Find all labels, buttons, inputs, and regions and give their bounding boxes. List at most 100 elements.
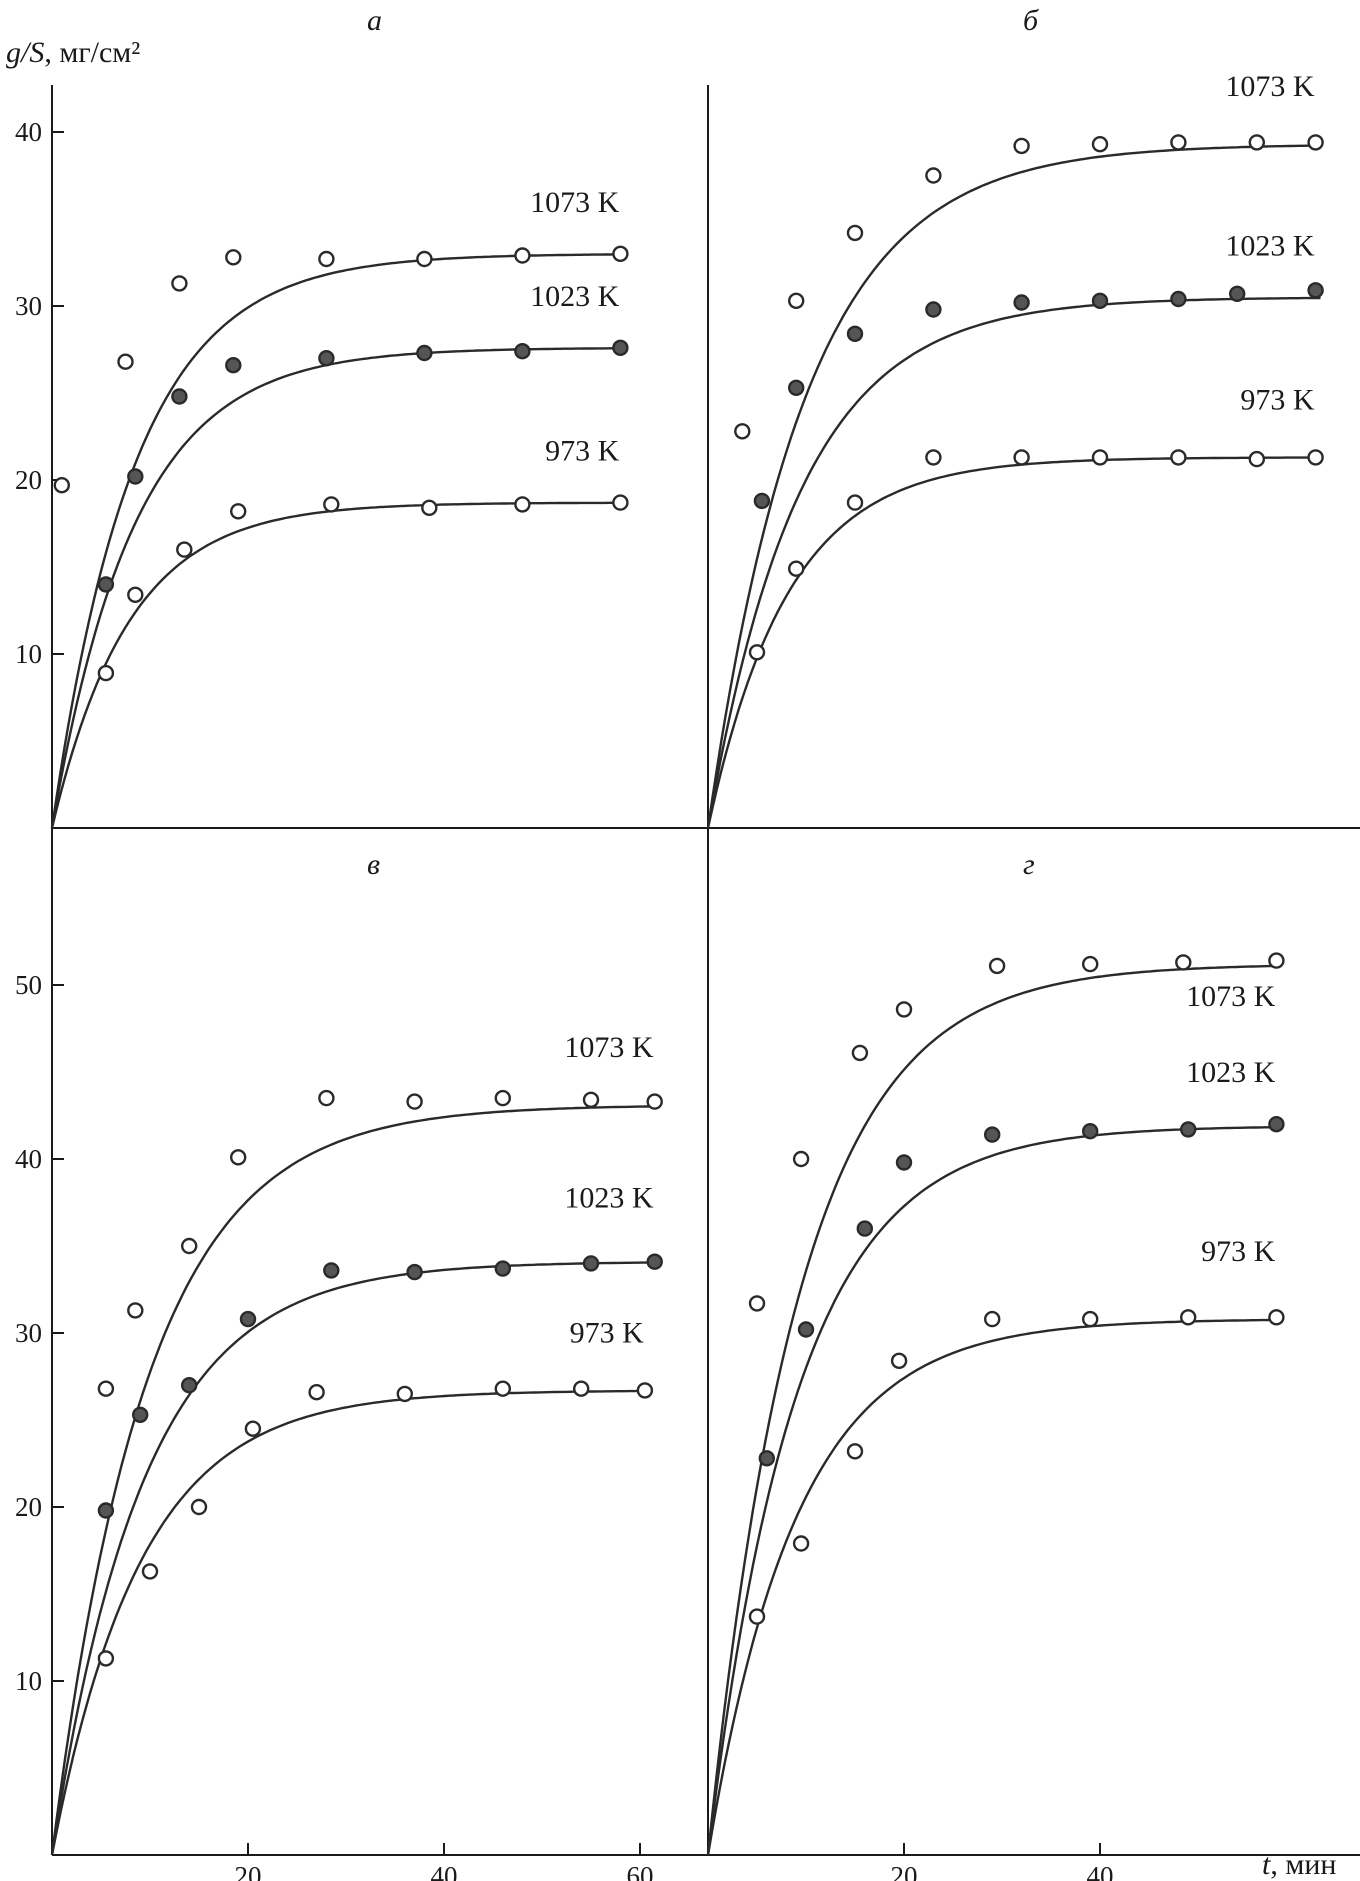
series-a-973k: 973 K: [50, 435, 629, 829]
curve-a-1073k: [50, 253, 626, 829]
point-v-1023k-7: [582, 1255, 600, 1272]
series-g-1073k: 1073 K: [706, 952, 1285, 1856]
point-a-973k-7: [612, 494, 629, 511]
series-label-v-973k: 973 K: [570, 1316, 645, 1349]
series-label-b-973k: 973 K: [1240, 383, 1315, 416]
point-b-1023k-8: [1307, 282, 1324, 299]
point-g-973k-3: [890, 1352, 908, 1370]
point-b-1073k-1: [788, 292, 805, 309]
point-a-1023k-0: [97, 576, 115, 593]
point-g-1073k-3: [895, 1001, 913, 1018]
point-a-1023k-7: [612, 339, 629, 356]
point-b-1073k-8: [1307, 134, 1324, 151]
point-v-1073k-5: [406, 1093, 423, 1110]
point-b-1073k-7: [1248, 134, 1266, 151]
series-g-1023k: 1023 K: [706, 1056, 1285, 1856]
point-a-973k-0: [97, 664, 115, 682]
point-b-1073k-6: [1170, 134, 1187, 151]
curve-g-1023k: [706, 1125, 1282, 1856]
point-g-973k-0: [748, 1608, 766, 1625]
point-a-973k-6: [514, 496, 531, 513]
series-label-g-1023k: 1023 K: [1186, 1056, 1276, 1089]
point-a-973k-2: [176, 541, 193, 558]
point-b-1023k-1: [788, 379, 805, 396]
point-v-973k-5: [396, 1385, 413, 1403]
series-b-1073k: 1073 K: [706, 70, 1324, 829]
point-a-1073k-4: [318, 250, 335, 268]
point-g-1023k-7: [1268, 1115, 1285, 1133]
point-v-1023k-3: [239, 1310, 257, 1328]
point-v-973k-8: [636, 1382, 654, 1399]
point-a-973k-1: [127, 586, 144, 603]
y-axis-unit: , мг/см²: [44, 36, 140, 69]
point-v-1073k-4: [318, 1089, 335, 1107]
y-tick-label-v-30: 30: [15, 1318, 42, 1348]
point-g-1023k-0: [758, 1450, 775, 1467]
point-g-1023k-2: [856, 1220, 873, 1237]
point-b-1023k-4: [1013, 294, 1030, 311]
point-g-1073k-1: [792, 1150, 810, 1168]
series-b-1023k: 1023 K: [706, 229, 1324, 829]
x-tick-label-g-20: 20: [891, 1861, 918, 1881]
x-tick-label-g-40: 40: [1087, 1861, 1114, 1881]
point-a-973k-4: [323, 496, 340, 513]
y-tick-label-a-40: 40: [15, 117, 42, 147]
y-tick-label-v-40: 40: [15, 1144, 42, 1174]
point-a-973k-5: [421, 499, 438, 516]
point-g-1073k-0: [748, 1295, 766, 1312]
series-a-1073k: 1073 K: [50, 186, 629, 829]
point-a-1073k-1: [117, 353, 134, 370]
point-g-1023k-5: [1081, 1122, 1099, 1140]
panel-g: 20 40 1073 K 1023 K 973 K: [706, 952, 1285, 1881]
point-b-973k-8: [1307, 449, 1324, 466]
point-b-973k-1: [788, 560, 805, 577]
point-v-973k-6: [494, 1380, 511, 1397]
series-label-v-1073k: 1073 K: [564, 1031, 654, 1064]
y-axis-variable: g/S: [6, 36, 44, 69]
point-a-1023k-2: [171, 388, 188, 405]
point-b-1073k-2: [846, 224, 864, 242]
point-b-1073k-3: [925, 167, 942, 184]
series-v-1023k: 1023 K: [50, 1182, 663, 1856]
x-axis-variable: t: [1262, 1848, 1271, 1881]
curve-b-1023k: [706, 296, 1321, 829]
point-b-1023k-6: [1170, 290, 1187, 308]
point-a-973k-3: [229, 503, 247, 520]
curve-a-973k: [50, 501, 626, 829]
point-b-973k-0: [748, 644, 766, 661]
y-tick-label-a-20: 20: [15, 465, 42, 495]
point-g-973k-2: [846, 1443, 864, 1460]
point-v-1023k-4: [323, 1262, 340, 1279]
point-g-1023k-6: [1179, 1121, 1197, 1138]
point-v-1073k-1: [127, 1302, 144, 1319]
y-tick-label-a-10: 10: [15, 639, 42, 669]
curve-v-1073k: [50, 1105, 660, 1856]
curve-v-1023k: [50, 1261, 660, 1856]
point-v-1073k-3: [229, 1149, 247, 1166]
x-axis-unit: , мин: [1270, 1848, 1336, 1881]
series-label-g-1073k: 1073 K: [1186, 980, 1276, 1013]
point-g-1073k-7: [1268, 952, 1285, 969]
point-b-1023k-0: [753, 492, 771, 510]
x-tick-label-v-60: 60: [627, 1861, 654, 1881]
point-a-1023k-1: [127, 468, 144, 485]
series-v-1073k: 1073 K: [50, 1031, 663, 1856]
point-v-1023k-2: [180, 1376, 198, 1394]
series-label-b-1073k: 1073 K: [1225, 70, 1315, 103]
point-g-973k-4: [984, 1310, 1001, 1328]
curve-v-973k: [50, 1389, 650, 1856]
y-axis-title: g/S, мг/см²: [6, 36, 140, 69]
point-b-973k-7: [1248, 450, 1266, 468]
point-v-973k-2: [190, 1498, 208, 1516]
point-a-1073k-3: [225, 249, 242, 266]
series-label-v-1023k: 1023 K: [564, 1182, 654, 1215]
point-v-1073k-6: [494, 1089, 511, 1107]
point-g-1073k-6: [1175, 954, 1192, 971]
point-v-973k-7: [573, 1380, 590, 1397]
point-a-1023k-6: [514, 343, 531, 360]
series-label-a-1073k: 1073 K: [530, 186, 620, 219]
curve-b-1073k: [706, 144, 1321, 829]
panel-label-b: б: [1023, 4, 1039, 37]
point-b-1023k-5: [1091, 292, 1109, 309]
point-g-973k-6: [1179, 1309, 1197, 1326]
